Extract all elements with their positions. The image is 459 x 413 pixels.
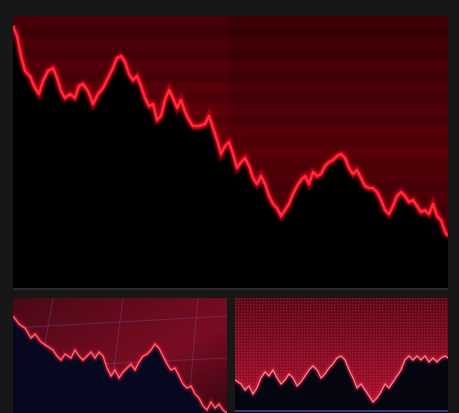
main-declining-chart-photo	[13, 16, 448, 288]
br-trend-line	[235, 355, 448, 403]
main-trend-line	[13, 25, 448, 237]
bl-dark-area	[13, 318, 227, 413]
bottom-right-chart-graphic	[235, 298, 448, 413]
bottom-left-chart-graphic	[13, 298, 227, 413]
main-dark-area	[13, 30, 448, 288]
main-chart-graphic	[13, 16, 448, 288]
bottom-right-chart-photo	[235, 298, 448, 413]
panel-divider	[13, 288, 448, 290]
bottom-left-chart-photo	[13, 298, 227, 413]
bl-trend-line	[13, 315, 227, 413]
br-dark-area	[235, 357, 448, 413]
